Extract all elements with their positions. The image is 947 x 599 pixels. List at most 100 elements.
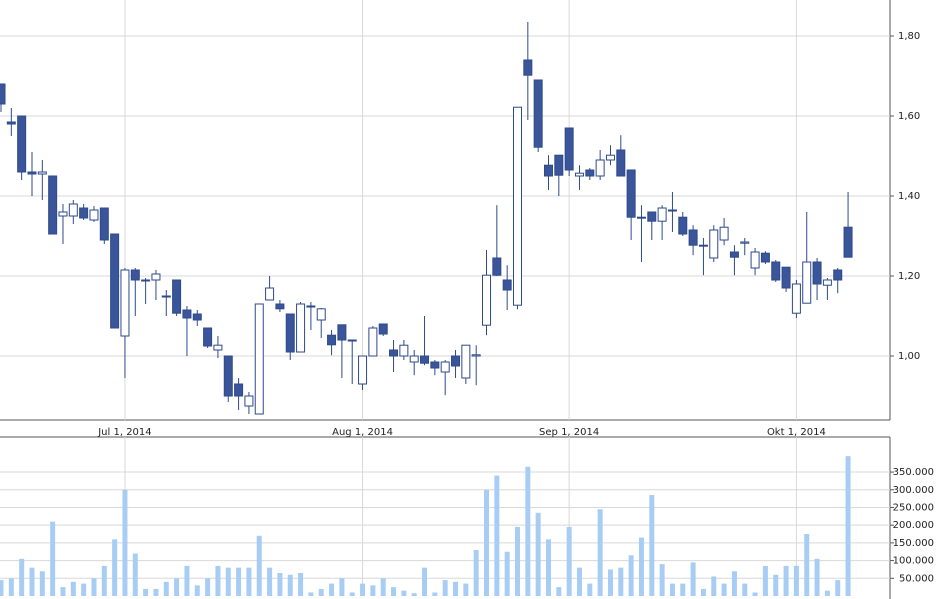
y-tick-label: 150.000 — [893, 538, 934, 549]
candle-body — [0, 83, 6, 105]
volume-bar — [504, 551, 510, 596]
volume-bar — [370, 585, 376, 596]
volume-bar — [256, 535, 262, 596]
candle-body — [585, 169, 595, 177]
candle-body — [389, 349, 399, 357]
volume-bar — [194, 585, 200, 596]
candle-body — [574, 172, 584, 177]
volume-bar — [81, 583, 87, 596]
volume-bar — [205, 578, 211, 596]
volume-bar — [267, 567, 273, 596]
candle-body — [698, 244, 708, 247]
volume-bar — [277, 572, 283, 596]
candle-body — [358, 355, 368, 385]
volume-bar — [535, 512, 541, 596]
y-tick-label: 300.000 — [893, 485, 934, 496]
candle-body — [482, 274, 492, 326]
volume-bar — [143, 588, 149, 596]
candle-body — [667, 209, 677, 212]
candle-body — [791, 283, 801, 314]
volume-bar — [814, 558, 820, 596]
volume-bar — [8, 578, 14, 596]
candle-body — [110, 233, 120, 329]
volume-bar — [411, 593, 417, 596]
volume-bar — [793, 565, 799, 596]
candle-body — [719, 226, 729, 241]
candle-body — [843, 226, 853, 258]
candle-body — [554, 154, 564, 176]
candle-body — [37, 171, 47, 175]
volume-bar — [432, 592, 438, 596]
candle-body — [254, 303, 264, 415]
y-tick-label: 1,00 — [898, 351, 920, 362]
volume-bar — [845, 456, 851, 596]
candle-body — [678, 216, 688, 235]
volume-bar — [39, 571, 45, 596]
candle-body — [513, 106, 522, 306]
y-tick-label: 200.000 — [893, 520, 934, 531]
y-tick-label: 1,60 — [898, 111, 920, 122]
candle-body — [802, 261, 812, 304]
candle-body — [306, 305, 316, 308]
volume-bar — [587, 583, 593, 596]
candle-body — [688, 229, 698, 246]
candle-body — [234, 383, 244, 397]
y-tick-label: 50.000 — [899, 573, 934, 584]
volume-bar — [360, 583, 366, 596]
volume-bar — [29, 567, 35, 596]
volume-bar — [60, 587, 66, 596]
volume-bar — [349, 592, 355, 596]
candle-body — [285, 313, 295, 353]
candle-body — [523, 59, 533, 76]
candle-body — [440, 361, 450, 373]
volume-bar — [287, 574, 293, 596]
y-tick-label: 100.000 — [893, 556, 934, 567]
candle-body — [130, 269, 140, 281]
candle-body — [533, 79, 543, 148]
volume-bar — [566, 526, 572, 596]
candle-body — [657, 207, 667, 222]
volume-bar — [246, 567, 252, 596]
candle-body — [265, 287, 275, 301]
candle-body — [822, 279, 832, 286]
candle-body — [760, 252, 770, 263]
candle-body — [213, 344, 223, 351]
volume-bar — [122, 489, 128, 596]
volume-bar — [742, 583, 748, 596]
candle-body — [151, 273, 161, 281]
candle-body — [223, 355, 233, 397]
candle-body — [68, 203, 78, 217]
volume-bar — [545, 539, 551, 596]
volume-bar — [473, 549, 479, 596]
candle-body — [399, 344, 409, 357]
candle-body — [636, 216, 646, 219]
candle-body — [89, 209, 99, 221]
volume-bar — [298, 572, 304, 596]
volume-bar — [215, 565, 221, 596]
candle-body — [616, 149, 626, 177]
volume-bar — [762, 565, 768, 596]
x-tick-label: Sep 1, 2014 — [539, 427, 599, 438]
volume-bar — [132, 553, 138, 596]
candle-body — [626, 169, 636, 218]
candle-body — [203, 327, 213, 347]
x-tick-label: Aug 1, 2014 — [332, 427, 393, 438]
volume-bar — [752, 592, 758, 596]
candle-body — [244, 395, 254, 407]
volume-bar — [669, 583, 675, 596]
volume-bar — [442, 580, 448, 596]
volume-bar — [804, 534, 810, 596]
y-tick-label: 1,40 — [898, 191, 920, 202]
volume-bar — [824, 590, 830, 596]
candle-body — [471, 354, 481, 357]
volume-bar — [225, 567, 231, 596]
volume-bar — [422, 567, 428, 596]
volume-bar — [101, 565, 107, 596]
candle-body — [337, 324, 347, 341]
volume-bar — [308, 592, 314, 596]
volume-bar — [0, 580, 4, 596]
candle-body — [296, 303, 306, 353]
candle-body — [79, 207, 89, 219]
volume-bar — [638, 537, 644, 596]
volume-bar — [163, 581, 169, 596]
